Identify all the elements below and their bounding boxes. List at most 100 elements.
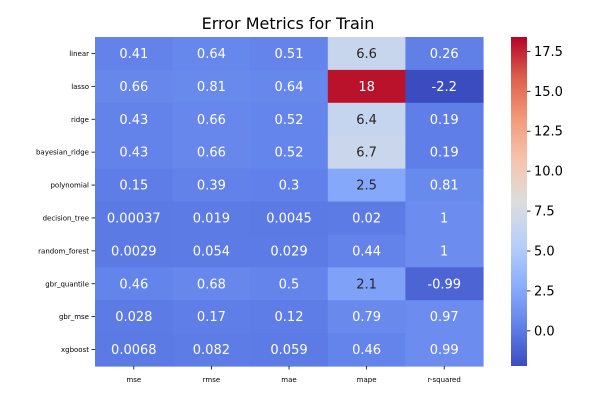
heatmap-cell [327, 69, 406, 104]
row-label: gbr_mse [59, 313, 89, 321]
heatmap-cell [250, 267, 329, 301]
cell-value-label: 0.43 [119, 113, 148, 128]
heatmap-cell [172, 201, 251, 235]
row-label: random_forest [38, 247, 89, 255]
cell-value-label: 0.46 [119, 277, 148, 292]
heatmap-cell [405, 300, 484, 334]
heatmap-cell [405, 168, 484, 203]
cell-value-label: 0.19 [430, 146, 459, 161]
chart-title: Error Metrics for Train [202, 14, 375, 33]
colorbar-tick-label: 12.5 [534, 125, 563, 140]
cell-value-label: 0.81 [430, 179, 459, 194]
heatmap-cell [172, 37, 251, 71]
heatmap-cell [172, 300, 251, 334]
cell-value-label: 0.97 [430, 310, 459, 325]
cell-value-label: 0.029 [270, 244, 307, 259]
cell-value-label: 0.00037 [107, 211, 161, 226]
cell-value-label: 0.81 [197, 80, 226, 95]
colorbar-tick-label: 15.0 [534, 85, 563, 100]
colorbar: 0.0 2.5 5.0 7.5 10.0 12.5 15.0 17.5 [511, 37, 563, 366]
cell-value-label: 6.4 [356, 113, 377, 128]
heatmap-cell [250, 135, 329, 170]
heatmap-cell [250, 102, 329, 137]
column-label: mape [357, 376, 377, 384]
colorbar-tick-label: 2.5 [534, 284, 555, 299]
column-labels: mse rmse mae mape r-squared [126, 366, 461, 384]
colorbar-tick-label: 0.0 [534, 324, 555, 339]
heatmap-cell [327, 135, 406, 170]
cell-value-label: 0.3 [279, 179, 300, 194]
heatmap-cell [95, 102, 174, 137]
colorbar-tick-label: 10.0 [534, 165, 563, 180]
cell-value-label: 6.6 [356, 47, 377, 62]
heatmap-cell [172, 234, 251, 268]
row-label: bayesian_ridge [36, 149, 89, 157]
colorbar-tick-label: 7.5 [534, 205, 555, 220]
cell-value-label: 0.12 [275, 310, 304, 325]
cell-value-label: 1 [440, 244, 448, 259]
heatmap-cell [250, 333, 329, 367]
cell-value-label: 0.51 [275, 47, 304, 62]
cell-value-label: 0.15 [119, 179, 148, 194]
row-label: ridge [71, 116, 89, 124]
cell-value-label: 2.1 [356, 277, 377, 292]
heatmap-cell [172, 102, 251, 137]
row-label: linear [69, 50, 89, 58]
heatmap-cell [250, 201, 329, 235]
cell-value-label: 0.46 [352, 343, 381, 358]
heatmap-cell [95, 69, 174, 104]
cell-value-label: 6.7 [356, 146, 377, 161]
heatmap-cell [172, 69, 251, 104]
heatmap-cell [95, 168, 174, 203]
heatmap-cell [172, 168, 251, 203]
heatmap-cell [327, 37, 406, 71]
cell-value-label: 0.66 [197, 146, 226, 161]
heatmap-cell [95, 300, 174, 334]
colorbar-gradient [511, 37, 527, 366]
heatmap-cell [405, 234, 484, 268]
heatmap-cell [327, 102, 406, 137]
colorbar-tick-label: 5.0 [534, 245, 555, 260]
heatmap-cell [405, 102, 484, 137]
heatmap-cell [405, 267, 484, 301]
heatmap-cell [405, 135, 484, 170]
cell-value-label: 0.64 [197, 47, 226, 62]
heatmap-cell [250, 69, 329, 104]
heatmap-cells: 0.41 0.64 0.51 6.6 0.260.66 0.81 0.64 18 -2.20.4… [95, 37, 484, 367]
column-label: mse [126, 376, 141, 384]
heatmap-cell [172, 135, 251, 170]
heatmap-cell [172, 333, 251, 367]
heatmap-cell [95, 333, 174, 367]
cell-value-label: 0.17 [197, 310, 226, 325]
cell-value-label: 0.19 [430, 113, 459, 128]
colorbar-tick-label: 17.5 [534, 45, 563, 60]
cell-value-label: 0.52 [275, 113, 304, 128]
cell-value-label: 18 [358, 80, 375, 95]
row-label: xgboost [61, 346, 89, 354]
row-label: polynomial [50, 182, 89, 190]
heatmap-cell [327, 234, 406, 268]
heatmap-cell [95, 135, 174, 170]
heatmap-cell [250, 234, 329, 268]
cell-value-label: 1 [440, 211, 448, 226]
row-label: lasso [71, 83, 89, 91]
cell-value-label: 0.39 [197, 179, 226, 194]
cell-value-label: 0.082 [193, 343, 230, 358]
cell-value-label: 0.66 [119, 80, 148, 95]
row-labels: linear lasso ridge bayesian_ridge polynomial… [36, 50, 95, 354]
cell-value-label: 0.02 [352, 211, 381, 226]
column-label: rmse [203, 376, 221, 384]
cell-value-label: 0.0068 [111, 343, 157, 358]
heatmap-cell [250, 37, 329, 71]
heatmap-cell [250, 300, 329, 334]
cell-value-label: 0.44 [352, 244, 381, 259]
heatmap-cell [95, 234, 174, 268]
cell-value-label: 0.43 [119, 146, 148, 161]
cell-value-label: 0.054 [193, 244, 230, 259]
heatmap-cell [405, 69, 484, 104]
cell-value-label: 2.5 [356, 179, 377, 194]
cell-value-label: 0.68 [197, 277, 226, 292]
column-label: mae [281, 376, 296, 384]
cell-value-label: 0.52 [275, 146, 304, 161]
